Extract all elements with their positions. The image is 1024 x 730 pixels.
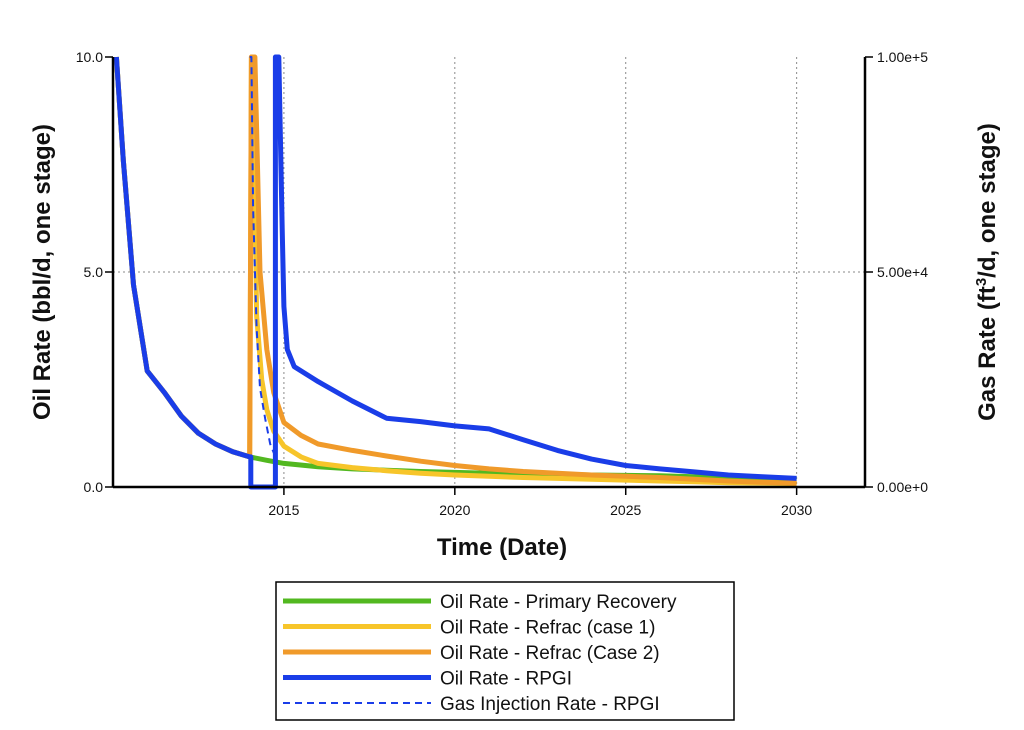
- y-axis-title-right-superscript: 3: [973, 278, 990, 286]
- x-tick-label-2: 2025: [610, 502, 641, 518]
- y-right-tick-label-2: 1.00e+5: [877, 49, 928, 65]
- y-left-tick-label-1: 5.0: [84, 264, 104, 280]
- y-right-tick-label-1: 5.00e+4: [877, 264, 928, 280]
- series-line-3: [113, 54, 797, 490]
- legend-label-1: Oil Rate - Refrac (case 1): [440, 618, 655, 639]
- tick-labels: 2015 2020 2025 2030 0.0 5.0 10.0 0.00e+0 5.00e+4…: [76, 49, 928, 518]
- axes: [105, 56, 873, 495]
- legend: Oil Rate - Primary Recovery Oil Rate - Re…: [275, 581, 735, 721]
- legend-label-4: Gas Injection Rate - RPGI: [440, 694, 660, 715]
- legend-label-2: Oil Rate - Refrac (Case 2): [440, 643, 660, 664]
- gridlines: [113, 57, 865, 487]
- y-right-tick-label-0: 0.00e+0: [877, 479, 928, 495]
- y-axis-title-left: Oil Rate (bbl/d, one stage): [29, 124, 56, 420]
- y-axis-title-right-part-2: /d, one stage): [974, 123, 1001, 278]
- y-axis-title-right-part-1: Gas Rate (ft: [974, 286, 1001, 421]
- x-tick-label-1: 2020: [439, 502, 470, 518]
- series-line-4: [249, 56, 277, 458]
- legend-items: Oil Rate - Primary Recovery Oil Rate - Re…: [283, 592, 677, 715]
- y-axis-title-right: Gas Rate (ft3/d, one stage): [973, 123, 1001, 421]
- x-axis-title: Time (Date): [437, 534, 567, 561]
- x-tick-label-0: 2015: [268, 502, 299, 518]
- legend-label-0: Oil Rate - Primary Recovery: [440, 592, 677, 613]
- series-layer: [113, 54, 797, 490]
- x-tick-label-3: 2030: [781, 502, 812, 518]
- y-left-tick-label-0: 0.0: [84, 479, 104, 495]
- y-left-tick-label-2: 10.0: [76, 49, 103, 65]
- legend-label-3: Oil Rate - RPGI: [440, 669, 572, 690]
